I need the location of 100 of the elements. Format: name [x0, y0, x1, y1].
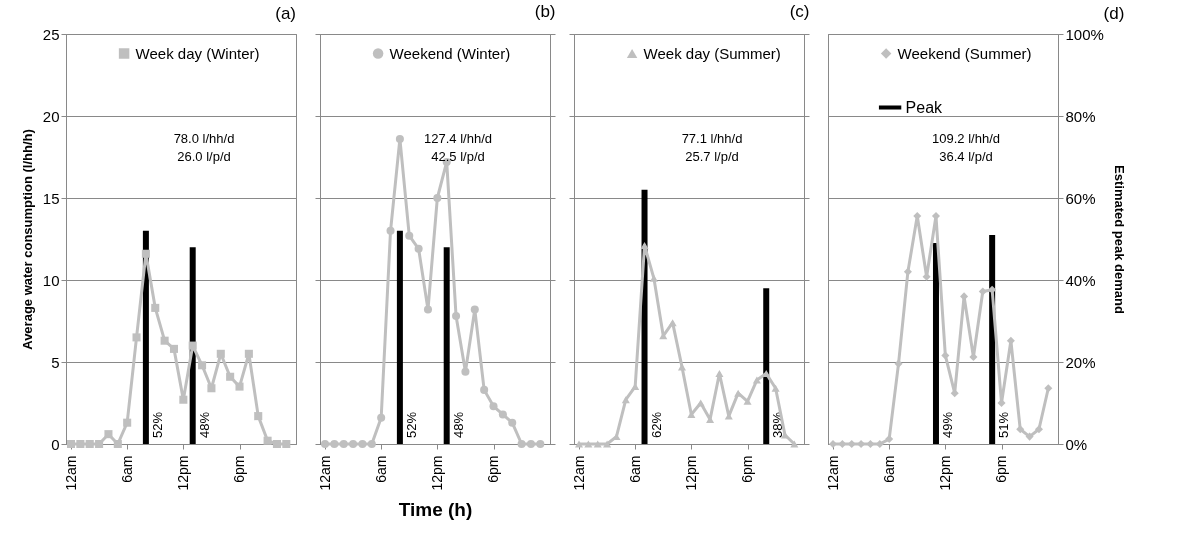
annotation: 127.4 l/hh/d	[424, 130, 492, 146]
point	[169, 344, 179, 353]
point	[498, 410, 507, 419]
point	[320, 439, 330, 449]
point	[151, 303, 160, 312]
x-tick-label: 12pm	[936, 455, 953, 491]
x-tick-label: 12pm	[682, 455, 699, 491]
x-tick-label: 6am	[880, 455, 897, 483]
chart-title: (c)	[789, 1, 810, 21]
data-label: 52%	[149, 411, 165, 438]
point	[216, 349, 225, 358]
x-tick-label: 12am	[824, 455, 841, 491]
point	[526, 439, 535, 449]
y-tick-label: 0	[51, 435, 60, 453]
y-tick-label: 20	[42, 107, 60, 125]
y2-axis-title: Estimated peak demand	[1111, 165, 1127, 314]
point	[941, 351, 950, 360]
point	[640, 242, 649, 250]
point	[132, 333, 141, 342]
data-label: 51%	[996, 411, 1012, 438]
x-tick-label: 6am	[626, 455, 643, 483]
x-tick-label: 6pm	[993, 455, 1010, 483]
annotation: 77.1 l/hh/d	[681, 130, 743, 146]
point	[885, 435, 894, 444]
point	[377, 413, 386, 422]
point	[1025, 432, 1034, 441]
legend-label: Peak	[905, 98, 944, 116]
point	[536, 439, 545, 449]
point	[282, 439, 291, 449]
point	[1044, 384, 1053, 393]
point	[358, 439, 367, 449]
point	[179, 395, 188, 404]
point	[414, 244, 423, 253]
point	[988, 285, 997, 294]
x-tick-label: 6pm	[739, 455, 756, 483]
x-tick-label: 12pm	[174, 455, 191, 491]
point	[405, 231, 414, 240]
point	[433, 193, 442, 203]
annotation: 25.7 l/p/d	[685, 149, 739, 164]
point	[349, 439, 358, 449]
point	[95, 439, 104, 449]
point	[517, 439, 526, 449]
y-axis-title: Average water consumption (l/hh/h)	[19, 129, 35, 350]
point	[743, 397, 752, 405]
y-tick-label: 10	[42, 271, 60, 289]
x-tick-label: 6am	[372, 455, 389, 483]
text: (d)	[1103, 4, 1125, 23]
point	[207, 384, 216, 393]
chart-title: (a)	[275, 4, 296, 23]
x-tick-label: 6pm	[485, 455, 502, 483]
data-label: 49%	[939, 411, 955, 438]
point	[244, 349, 253, 358]
data-label: 48%	[450, 411, 466, 438]
x-tick-label: 12pm	[428, 455, 445, 491]
point	[226, 372, 235, 381]
point	[621, 396, 630, 404]
annotation: 42.5 l/p/d	[431, 149, 485, 164]
y-tick-label: 25	[42, 25, 60, 43]
annotation: 26.0 l/p/d	[177, 149, 231, 164]
point	[85, 439, 94, 449]
point	[480, 385, 489, 394]
point	[771, 384, 780, 392]
point	[489, 402, 498, 411]
point	[160, 336, 169, 345]
legend-label: Weekend (Winter)	[389, 44, 511, 62]
point	[470, 305, 479, 314]
chart-title: (b)	[534, 1, 556, 21]
y-tick-label: 15	[42, 189, 60, 207]
y2-tick-label: 40%	[1065, 271, 1096, 289]
point	[198, 361, 207, 370]
point	[508, 418, 517, 427]
point	[715, 369, 724, 377]
y2-tick-label: 20%	[1065, 353, 1096, 371]
point	[452, 312, 461, 321]
x-axis-title: Time (h)	[398, 498, 473, 520]
point	[752, 376, 761, 384]
point	[395, 134, 404, 143]
point	[272, 439, 281, 449]
annotation: 109.2 l/hh/d	[932, 130, 1000, 146]
point	[235, 382, 244, 391]
y2-tick-label: 0%	[1065, 435, 1088, 453]
point	[123, 418, 132, 427]
point	[339, 439, 348, 449]
point	[330, 439, 339, 449]
annotation: 36.4 l/p/d	[939, 149, 993, 164]
x-tick-label: 6am	[118, 455, 135, 483]
x-tick-label: 12am	[570, 455, 587, 491]
point	[1016, 425, 1025, 434]
point	[649, 274, 658, 282]
annotation: 78.0 l/hh/d	[173, 130, 235, 146]
y2-tick-label: 60%	[1065, 189, 1096, 207]
x-tick-label: 12am	[316, 455, 333, 491]
y2-tick-label: 100%	[1065, 25, 1104, 43]
point	[141, 249, 150, 258]
legend-label: Week day (Summer)	[643, 44, 781, 62]
y-tick-label: 5	[51, 353, 60, 371]
data-label: 48%	[196, 411, 212, 438]
point	[386, 226, 395, 235]
point	[1034, 425, 1043, 434]
legend-label: Week day (Winter)	[135, 44, 260, 62]
